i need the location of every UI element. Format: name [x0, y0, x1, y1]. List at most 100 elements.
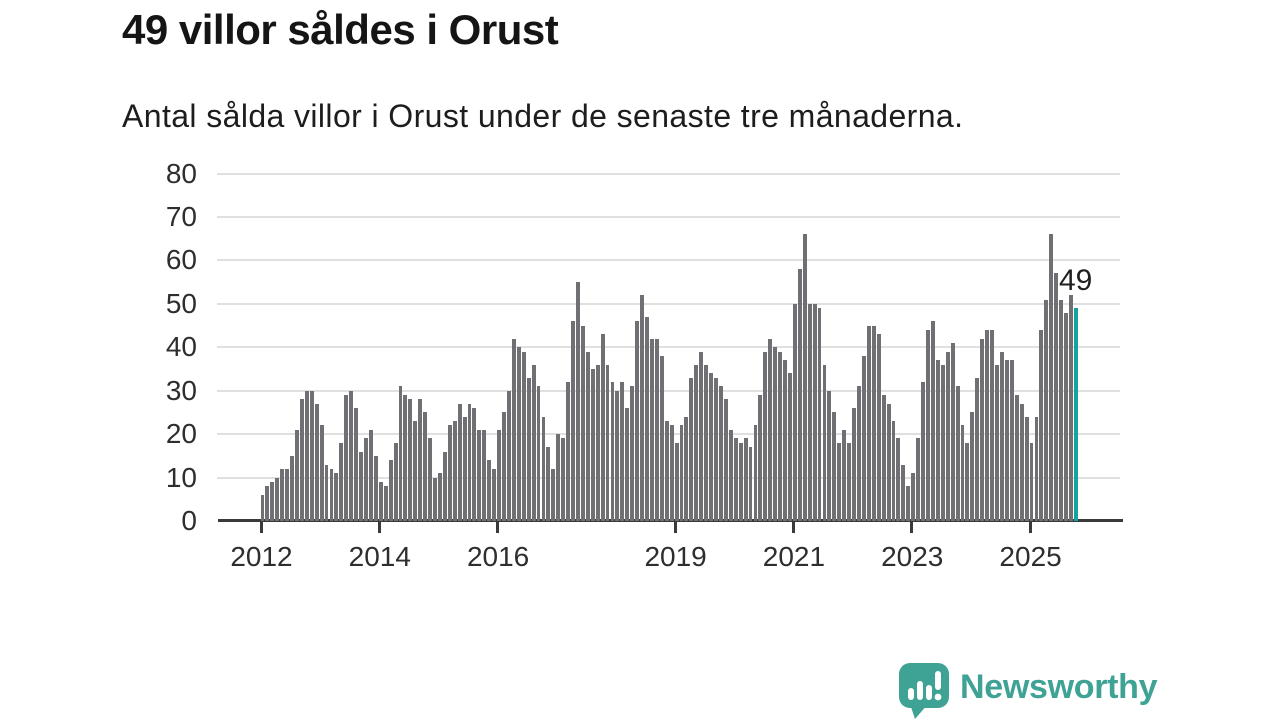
bar [447, 425, 452, 521]
bar [842, 430, 847, 521]
bar [827, 391, 832, 521]
bar [881, 395, 886, 521]
bar [664, 421, 669, 521]
bar [265, 486, 270, 521]
bar [625, 408, 630, 521]
bar [551, 469, 556, 521]
gridline [217, 302, 1120, 305]
bar [452, 421, 457, 521]
bar [709, 373, 714, 521]
x-axis-label: 2016 [466, 541, 530, 572]
bar [802, 234, 807, 521]
bar [857, 386, 861, 521]
bar [561, 438, 566, 521]
bar [837, 443, 842, 521]
bar [940, 365, 945, 521]
x-axis-label: 2021 [762, 541, 826, 572]
bar [659, 356, 664, 521]
bar [792, 304, 797, 521]
bar [270, 482, 275, 521]
bar [935, 360, 940, 521]
bar [871, 326, 876, 521]
bar [876, 334, 881, 521]
bar [852, 408, 856, 521]
bar [832, 412, 837, 521]
bar [368, 430, 373, 521]
bar [916, 438, 921, 521]
bar [339, 443, 344, 521]
x-axis-label: 2023 [881, 541, 944, 572]
bar [926, 330, 930, 521]
bar [295, 430, 299, 521]
bar [556, 434, 561, 521]
bar [408, 399, 413, 521]
x-axis-label: 2014 [348, 541, 411, 572]
bar [679, 425, 684, 521]
bar [620, 382, 625, 521]
bar [723, 399, 728, 521]
gridline [217, 259, 1120, 262]
bar [280, 469, 285, 521]
y-axis-label: 0 [181, 505, 197, 536]
bar [299, 399, 304, 521]
bar [349, 391, 354, 521]
bar [290, 456, 294, 521]
y-axis-label: 70 [165, 201, 197, 233]
bar [960, 425, 965, 521]
bar [516, 347, 521, 521]
x-axis-tick [377, 521, 381, 533]
bar [694, 365, 699, 521]
newsworthy-logo: Newsworthy [898, 662, 1158, 720]
bar [1000, 352, 1004, 521]
bar [1049, 234, 1054, 521]
x-axis-label: 2019 [644, 541, 707, 572]
bar [1014, 395, 1019, 521]
bar [995, 365, 999, 521]
bar [758, 395, 763, 521]
bar [950, 343, 955, 521]
x-axis-tick [259, 521, 263, 533]
gridline [217, 346, 1120, 349]
bar [437, 473, 442, 521]
bar [743, 438, 748, 521]
gridline [217, 172, 1120, 175]
bar [630, 386, 635, 521]
bar [911, 473, 916, 521]
newsworthy-brand-name: Newsworthy [960, 667, 1158, 706]
bar [847, 443, 852, 521]
y-axis-label: 50 [165, 287, 197, 319]
x-axis-tick [496, 521, 500, 533]
bar [861, 356, 866, 521]
latest-value-annotation: 49 [1059, 264, 1093, 297]
bar [462, 417, 467, 521]
bar [1034, 417, 1039, 521]
bar [768, 339, 773, 521]
bar [891, 421, 896, 521]
bar [649, 339, 654, 521]
bar [990, 330, 995, 521]
bar [866, 326, 871, 521]
bar [822, 365, 827, 521]
bar [605, 365, 610, 521]
bar [457, 404, 462, 521]
bar [314, 404, 319, 521]
bar [364, 438, 368, 521]
bar [1054, 273, 1059, 521]
x-axis-label: 2012 [230, 541, 293, 572]
bar [610, 382, 615, 521]
bar [373, 456, 378, 521]
bar [487, 460, 492, 521]
bar [807, 304, 812, 521]
bar [817, 308, 822, 521]
bar [1059, 300, 1064, 521]
bar [1044, 300, 1049, 521]
bar [304, 391, 309, 521]
bar [511, 339, 516, 521]
bar [921, 382, 925, 521]
bar [576, 282, 580, 521]
bar [600, 334, 605, 521]
y-axis-label: 40 [165, 331, 197, 363]
bar [403, 395, 408, 521]
bar [442, 452, 447, 521]
bar [640, 295, 644, 521]
